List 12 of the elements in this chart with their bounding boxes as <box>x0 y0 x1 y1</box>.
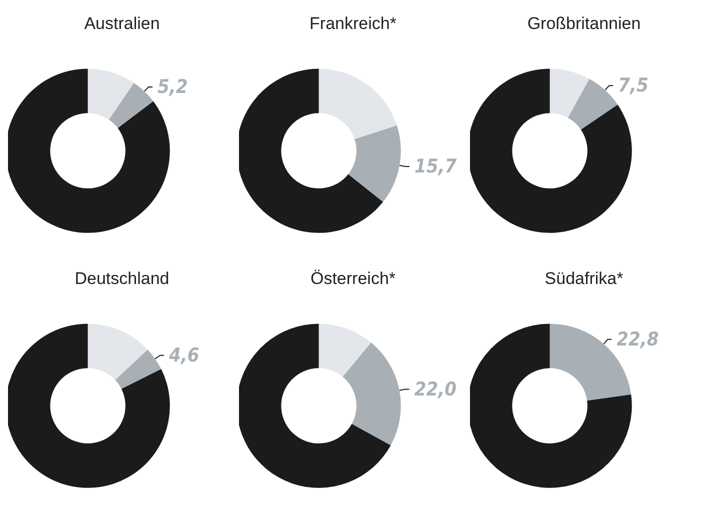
data-label: 7,5 <box>618 74 648 97</box>
chart-title: Großbritannien <box>527 14 641 33</box>
data-label: 4,6 <box>169 344 200 366</box>
chart-title: Australien <box>84 14 160 33</box>
chart-title: Südafrika* <box>544 269 624 288</box>
chart-title: Frankreich* <box>310 14 397 33</box>
data-label: 15,7 <box>414 155 457 178</box>
data-label: 5,2 <box>157 76 188 98</box>
chart-title: Deutschland <box>74 269 170 288</box>
data-label: 22,8 <box>616 328 659 350</box>
data-label: 22,0 <box>414 378 457 400</box>
chart-title: Österreich* <box>310 269 396 288</box>
